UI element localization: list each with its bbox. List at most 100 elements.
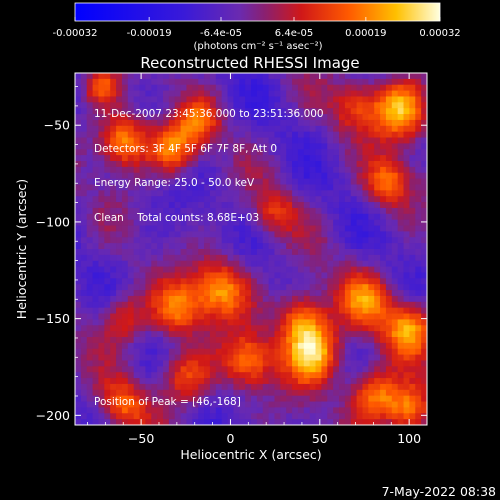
heatmap-cell (397, 348, 404, 355)
heatmap-cell (192, 354, 199, 361)
heatmap-cell (80, 202, 88, 209)
heatmap-cell (380, 172, 387, 179)
heatmap-cell (268, 196, 275, 203)
heatmap-cell (163, 108, 170, 115)
heatmap-cell (356, 366, 363, 373)
heatmap-cell (192, 178, 199, 185)
heatmap-cell (86, 184, 93, 191)
heatmap-cell (221, 413, 228, 420)
heatmap-cell (145, 149, 152, 156)
heatmap-cell (215, 325, 223, 332)
heatmap-cell (368, 372, 375, 379)
heatmap-cell (192, 155, 199, 162)
heatmap-cell (415, 272, 422, 279)
heatmap-cell (157, 207, 164, 215)
heatmap-cell (303, 108, 311, 115)
heatmap-cell (339, 413, 346, 420)
heatmap-cell (157, 196, 164, 203)
heatmap-cell (174, 354, 181, 361)
heatmap-cell (403, 119, 410, 127)
heatmap-cell (297, 290, 305, 297)
heatmap-cell (397, 96, 404, 103)
heatmap-cell (209, 378, 217, 385)
heatmap-cell (227, 272, 234, 279)
heatmap-cell (192, 231, 199, 238)
heatmap-cell (110, 172, 117, 179)
heatmap-cell (233, 354, 240, 361)
heatmap-cell (356, 407, 363, 414)
heatmap-cell (174, 378, 181, 385)
heatmap-cell (174, 307, 181, 314)
heatmap-cell (397, 325, 404, 332)
heatmap-cell (380, 190, 387, 197)
heatmap-cell (204, 207, 211, 215)
heatmap-cell (374, 84, 381, 91)
heatmap-cell (274, 172, 281, 179)
heatmap-cell (198, 161, 205, 168)
heatmap-cell (239, 290, 246, 297)
heatmap-cell (380, 155, 387, 162)
heatmap-cell (380, 231, 387, 238)
heatmap-cell (86, 202, 93, 209)
heatmap-cell (198, 249, 205, 256)
heatmap-cell (227, 119, 234, 127)
heatmap-cell (209, 202, 217, 209)
heatmap-cell (421, 119, 427, 127)
heatmap-cell (303, 196, 311, 203)
heatmap-cell (315, 337, 322, 344)
heatmap-cell (385, 254, 393, 262)
heatmap-cell (92, 325, 99, 332)
axis-ticks: −50 0 50 100−50−100−150−200 (36, 73, 428, 446)
heatmap-cell (227, 114, 234, 121)
heatmap-cell (251, 401, 258, 408)
heatmap-cell (204, 260, 211, 267)
heatmap-cell (98, 383, 105, 391)
heatmap-cell (286, 354, 293, 361)
heatmap-cell (209, 137, 217, 144)
heatmap-cell (116, 149, 123, 156)
heatmap-cell (215, 290, 223, 297)
heatmap-cell (356, 278, 363, 285)
heatmap-cell (321, 319, 328, 326)
heatmap-cell (192, 131, 199, 138)
heatmap-cell (362, 284, 369, 291)
heatmap-cell (256, 108, 264, 115)
heatmap-cell (145, 290, 152, 297)
heatmap-cell (280, 307, 287, 314)
heatmap-cell (110, 342, 117, 350)
heatmap-cell (92, 102, 99, 109)
heatmap-cell (133, 73, 140, 80)
heatmap-cell (315, 360, 322, 367)
heatmap-cell (221, 190, 228, 197)
heatmap-cell (174, 213, 181, 221)
heatmap-cell (121, 90, 129, 97)
heatmap-cell (245, 73, 252, 80)
heatmap-cell (209, 213, 217, 221)
heatmap-cell (116, 90, 123, 97)
heatmap-cell (245, 401, 252, 408)
heatmap-cell (127, 383, 135, 391)
heatmap-cell (121, 419, 129, 425)
heatmap-cell (409, 366, 416, 373)
heatmap-cell (339, 419, 346, 425)
heatmap-cell (116, 395, 123, 402)
heatmap-cell (315, 73, 322, 80)
heatmap-cell (374, 313, 381, 320)
heatmap-cell (262, 78, 269, 86)
heatmap-cell (415, 254, 422, 262)
heatmap-cell (385, 78, 393, 86)
heatmap-cell (315, 383, 322, 391)
heatmap-cell (98, 307, 105, 314)
heatmap-cell (327, 225, 334, 232)
heatmap-cell (421, 331, 427, 338)
heatmap-cell (139, 260, 146, 267)
heatmap-cell (204, 225, 211, 232)
heatmap-cell (333, 313, 340, 320)
heatmap-cell (139, 125, 146, 133)
heatmap-cell (80, 196, 88, 203)
heatmap-cell (391, 207, 399, 215)
heatmap-cell (80, 319, 88, 326)
heatmap-cell (151, 413, 158, 420)
heatmap-cell (92, 202, 99, 209)
heatmap-cell (374, 108, 381, 115)
